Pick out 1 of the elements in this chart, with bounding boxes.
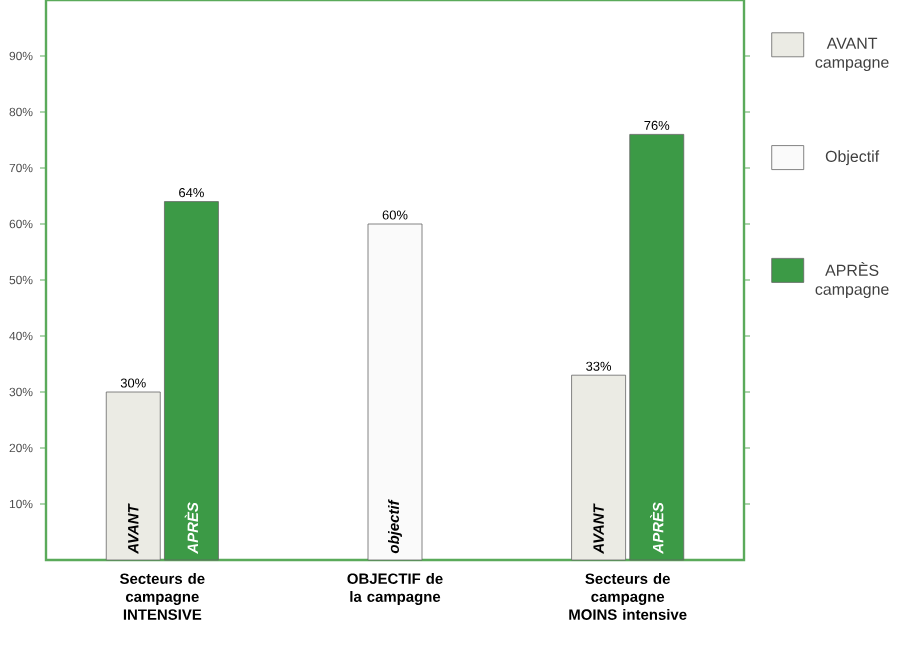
bar [367,223,423,561]
